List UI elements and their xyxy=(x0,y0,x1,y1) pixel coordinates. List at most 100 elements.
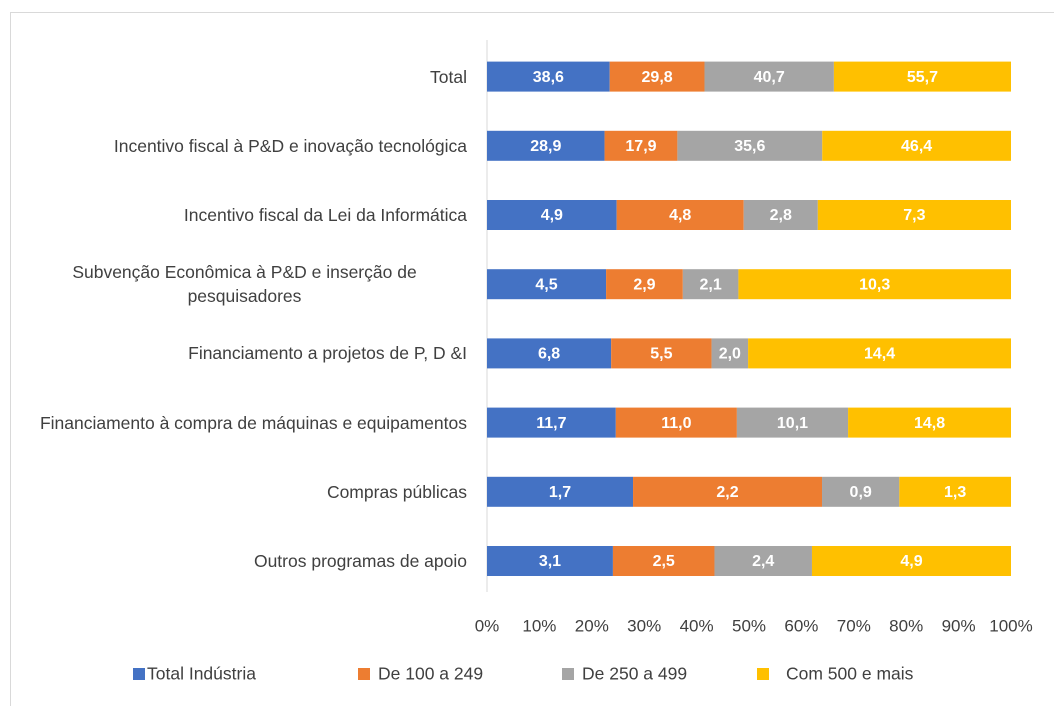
category-text: Financiamento à compra de máquinas e equ… xyxy=(39,412,467,433)
legend-label: Com 500 e mais xyxy=(786,664,914,684)
data-label: 1,3 xyxy=(944,484,966,501)
data-label: 5,5 xyxy=(650,346,672,363)
bar-segment xyxy=(714,546,812,576)
x-tick-label: 100% xyxy=(989,616,1032,635)
data-label: 14,8 xyxy=(914,415,945,432)
data-label: 46,4 xyxy=(901,138,932,155)
bar-segment xyxy=(711,338,749,369)
data-label: 11,7 xyxy=(536,415,566,432)
category-label: Incentivo fiscal à P&D e inovação tecnol… xyxy=(0,116,467,176)
data-label: 2,8 xyxy=(770,207,792,224)
legend-label: De 100 a 249 xyxy=(378,664,483,684)
bar-segment xyxy=(811,546,1011,576)
legend-label: Total Indústria xyxy=(147,664,256,684)
bar-segment xyxy=(677,130,823,161)
data-label: 10,3 xyxy=(859,276,890,293)
bar-segment xyxy=(682,269,739,300)
x-tick-label: 0% xyxy=(475,616,500,635)
data-label: 35,6 xyxy=(734,138,765,155)
bar-segment xyxy=(738,269,1011,300)
data-label: 10,1 xyxy=(777,415,808,432)
chart-border xyxy=(10,12,1054,706)
bar-segment xyxy=(609,61,705,92)
x-tick-label: 90% xyxy=(942,616,976,635)
data-label: 3,1 xyxy=(539,553,561,570)
bar-segment xyxy=(848,407,1011,438)
category-label: Total xyxy=(0,47,467,107)
category-label: Subvenção Econômica à P&D e inserção de … xyxy=(0,254,467,314)
category-label: Incentivo fiscal da Lei da Informática xyxy=(0,185,467,245)
bar-segment xyxy=(899,476,1011,507)
data-label: 29,8 xyxy=(642,69,673,86)
data-label: 38,6 xyxy=(533,69,564,86)
bar-segment xyxy=(704,61,834,92)
data-label: 11,0 xyxy=(661,415,691,432)
data-label: 4,9 xyxy=(900,553,922,570)
bar-segment xyxy=(822,476,900,507)
bar-segment xyxy=(736,407,849,438)
data-label: 2,4 xyxy=(752,553,774,570)
category-text: Compras públicas xyxy=(326,481,467,502)
bar-segment xyxy=(833,61,1011,92)
bar-segment xyxy=(611,338,712,369)
x-tick-label: 40% xyxy=(680,616,714,635)
bar-segment xyxy=(487,130,605,161)
x-tick-label: 20% xyxy=(575,616,609,635)
data-label: 7,3 xyxy=(903,207,925,224)
data-label: 1,7 xyxy=(549,484,571,501)
category-text: Total xyxy=(430,66,467,87)
bar-segment xyxy=(487,200,617,230)
category-label: Financiamento à compra de máquinas e equ… xyxy=(0,393,467,453)
category-text: Subvenção Econômica à P&D e inserção de … xyxy=(72,262,417,307)
bar-segment xyxy=(612,546,715,576)
legend-swatch xyxy=(757,668,769,680)
data-label: 14,4 xyxy=(864,346,895,363)
data-label: 40,7 xyxy=(754,69,785,86)
data-label: 2,2 xyxy=(716,484,738,501)
legend-swatch xyxy=(562,668,574,680)
data-label: 55,7 xyxy=(907,69,938,86)
x-tick-label: 80% xyxy=(889,616,923,635)
category-label: Outros programas de apoio xyxy=(0,531,467,591)
data-label: 2,1 xyxy=(700,276,722,293)
bar-segment xyxy=(615,407,737,438)
x-tick-label: 10% xyxy=(522,616,556,635)
data-label: 28,9 xyxy=(530,138,561,155)
category-text: Incentivo fiscal à P&D e inovação tecnol… xyxy=(113,135,467,156)
bar-segment xyxy=(487,476,634,507)
category-text: Incentivo fiscal da Lei da Informática xyxy=(183,205,467,225)
category-text: Financiamento a projetos de P, D &I xyxy=(188,343,467,364)
bar-segment xyxy=(817,200,1011,230)
bar-segment xyxy=(487,546,613,576)
category-text: Outros programas de apoio xyxy=(253,551,467,571)
data-label: 4,8 xyxy=(669,207,691,224)
bar-segment xyxy=(606,269,683,300)
data-label: 2,0 xyxy=(719,346,741,363)
bar-segment xyxy=(487,407,616,438)
bar-segment xyxy=(616,200,744,230)
legend-swatch xyxy=(133,668,145,680)
x-tick-label: 50% xyxy=(732,616,766,635)
x-tick-label: 70% xyxy=(837,616,871,635)
legend-label: De 250 a 499 xyxy=(582,664,687,684)
category-label: Compras públicas xyxy=(0,462,467,522)
bar-segment xyxy=(604,130,678,161)
bar-segment xyxy=(487,338,612,369)
x-tick-label: 30% xyxy=(627,616,661,635)
bar-segment xyxy=(633,476,823,507)
bar-segment xyxy=(743,200,818,230)
data-label: 17,9 xyxy=(625,138,656,155)
data-label: 2,5 xyxy=(653,553,675,570)
bar-segment xyxy=(822,130,1011,161)
data-label: 6,8 xyxy=(538,346,560,363)
data-label: 0,9 xyxy=(850,484,872,501)
data-label: 4,9 xyxy=(541,207,563,224)
category-label: Financiamento a projetos de P, D &I xyxy=(0,323,467,383)
data-label: 2,9 xyxy=(633,276,655,293)
legend-swatch xyxy=(358,668,370,680)
bar-segment xyxy=(487,269,607,300)
bar-segment xyxy=(487,61,610,92)
bar-segment xyxy=(748,338,1011,369)
